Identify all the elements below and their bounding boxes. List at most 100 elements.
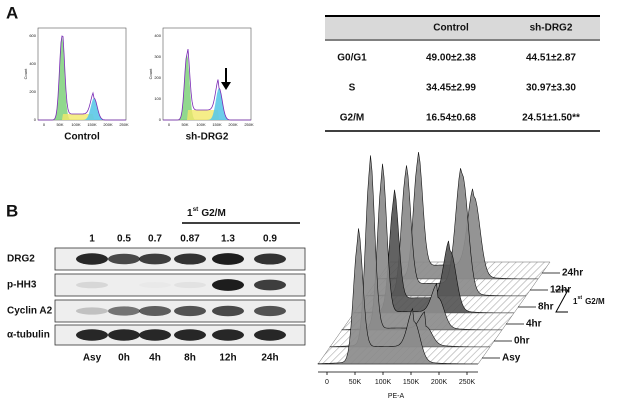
x-tick-label: 0	[325, 379, 329, 386]
ratio-label: 0.7	[148, 234, 162, 245]
band	[76, 307, 108, 315]
x-tick-label: 100K	[196, 122, 206, 127]
band	[212, 305, 244, 317]
blot-strip	[54, 273, 306, 297]
y-tick-label: 200	[29, 89, 36, 94]
row-label: Cyclin A2	[7, 306, 53, 317]
histogram-label: Control	[64, 132, 100, 143]
x-tick-label: 200K	[103, 122, 113, 127]
bracket-text: G2/M	[585, 297, 605, 306]
lane-label: 24h	[261, 353, 278, 364]
x-tick-label: 0	[168, 122, 171, 127]
ratio-label: 0.9	[263, 234, 277, 245]
lane-label: 0h	[118, 353, 130, 364]
band	[254, 279, 286, 291]
x-axis-label: PE-A	[388, 393, 405, 400]
table-cell: G0/G1	[337, 53, 367, 64]
row-label: DRG2	[7, 254, 35, 265]
x-tick-label: 0	[43, 122, 46, 127]
x-tick-label: 50K	[181, 122, 188, 127]
y-axis-label: Count	[148, 68, 153, 80]
band	[212, 329, 244, 341]
ratio-label: 0.87	[180, 234, 200, 245]
g1-area	[163, 54, 251, 120]
band	[254, 305, 286, 317]
trace-label: 4hr	[526, 319, 542, 330]
trace-label: Asy	[502, 353, 521, 364]
y-tick-label: 400	[29, 61, 36, 66]
trace-label: 0hr	[514, 336, 530, 347]
band	[76, 281, 108, 289]
x-tick-label: 50K	[56, 122, 63, 127]
table-header-bg	[325, 17, 600, 39]
panel-label: A	[6, 3, 18, 22]
x-tick-label: 150K	[212, 122, 222, 127]
panel-label: B	[6, 201, 18, 220]
histogram-frame	[37, 27, 127, 121]
band	[174, 329, 206, 341]
ratio-label: 0.5	[117, 234, 131, 245]
band	[174, 253, 206, 265]
y-tick-label: 0	[34, 117, 37, 122]
ordinal-suffix: st	[193, 206, 200, 213]
trace	[317, 228, 479, 365]
bracket-zigzag	[555, 289, 569, 313]
lane-label: 8h	[184, 353, 196, 364]
band	[76, 253, 108, 265]
band	[108, 253, 140, 265]
band	[139, 306, 171, 316]
ordinal-suffix: st	[577, 295, 582, 301]
table-header: Control	[433, 23, 469, 34]
lane-label: 12h	[219, 353, 236, 364]
row-label: α-tubulin	[7, 330, 50, 341]
histogram-frame	[162, 27, 252, 121]
table-cell: 16.54±0.68	[426, 113, 476, 124]
band	[139, 282, 171, 288]
bracket-label: 1st G2/M	[187, 206, 226, 219]
arrow-head	[221, 82, 231, 90]
histogram-line	[38, 35, 126, 121]
table-cell: 30.97±3.30	[526, 83, 576, 94]
band	[212, 253, 244, 265]
x-tick-label: 200K	[431, 379, 448, 386]
x-tick-label: 200K	[228, 122, 238, 127]
table-cell: 49.00±2.38	[426, 53, 476, 64]
x-tick-label: 250K	[119, 122, 129, 127]
table-cell: S	[349, 83, 356, 94]
s-area	[163, 110, 251, 120]
band	[139, 329, 171, 341]
x-tick-label: 100K	[375, 379, 392, 386]
bracket-text: G2/M	[201, 208, 225, 219]
table-cell: 24.51±1.50**	[522, 113, 580, 124]
y-tick-label: 300	[154, 54, 161, 59]
band	[212, 279, 244, 291]
g1-area	[38, 36, 126, 120]
bracket-label: 1st G2/M	[573, 295, 605, 306]
row-label: p-HH3	[7, 280, 37, 291]
x-tick-label: 150K	[403, 379, 420, 386]
y-tick-label: 200	[154, 75, 161, 80]
band	[174, 305, 206, 317]
s-area	[38, 114, 126, 120]
y-axis-label: Count	[23, 68, 28, 80]
histogram-label: sh-DRG2	[186, 132, 229, 143]
lane-label: Asy	[83, 353, 102, 364]
table-cell: 34.45±2.99	[426, 83, 476, 94]
band	[139, 253, 171, 265]
x-tick-label: 250K	[244, 122, 254, 127]
lane-label: 4h	[149, 353, 161, 364]
trace-label: 24hr	[562, 268, 583, 279]
trace-label: 8hr	[538, 302, 554, 313]
ordinal: 1	[187, 208, 193, 219]
x-tick-label: 50K	[349, 379, 362, 386]
histogram-line	[163, 48, 251, 121]
table-cell: G2/M	[340, 113, 364, 124]
band	[76, 329, 108, 341]
band	[108, 329, 140, 341]
x-tick-label: 250K	[459, 379, 476, 386]
x-tick-label: 100K	[71, 122, 81, 127]
band	[254, 329, 286, 341]
y-tick-label: 400	[154, 33, 161, 38]
band	[108, 306, 140, 316]
